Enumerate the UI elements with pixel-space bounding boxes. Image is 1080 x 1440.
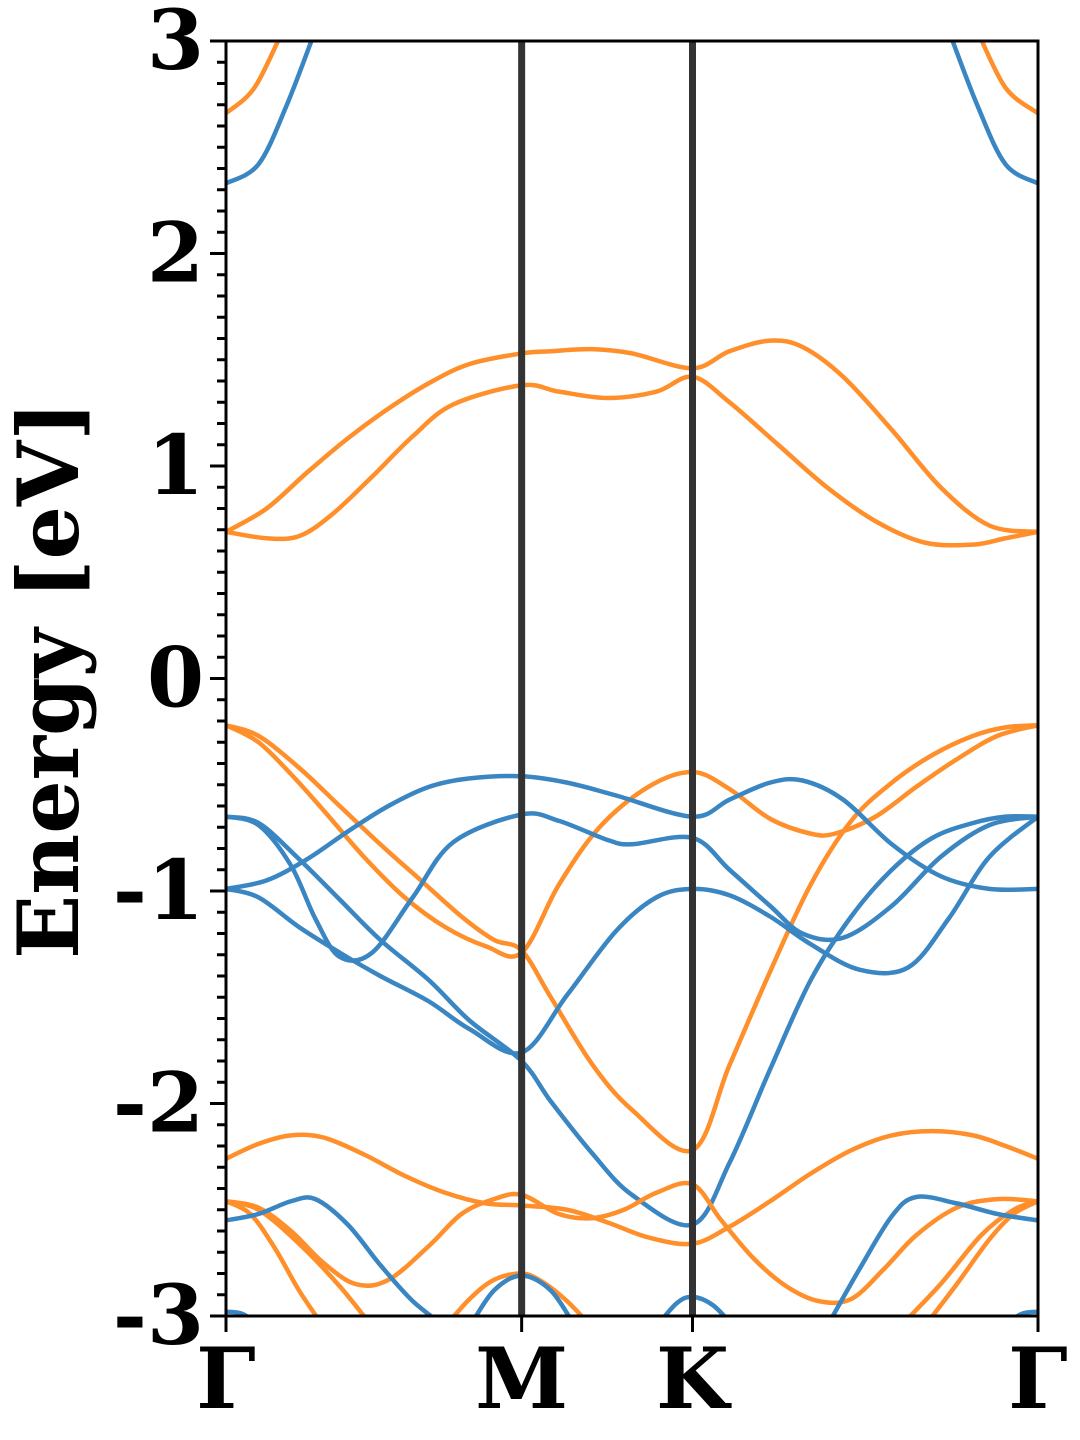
x-tick-label-2: K [656, 1329, 732, 1428]
y-axis-label: Energy [eV] [0, 401, 98, 959]
band-line-orange-15 [226, 1199, 367, 1316]
y-tick-label: 0 [147, 631, 204, 727]
band-line-blue-8 [226, 773, 1038, 893]
band-line-blue-11 [226, 813, 1038, 1228]
high-symmetry-lines [518, 41, 696, 1316]
band-line-orange-7 [226, 723, 1038, 959]
band-line-blue-10 [226, 814, 1038, 1056]
band-line-orange-12 [226, 1128, 1038, 1247]
band-line-orange-5 [226, 374, 1038, 548]
band-line-blue-3 [950, 41, 1038, 186]
y-tick-label: 3 [147, 0, 204, 89]
band-line-blue-20 [830, 1194, 1038, 1316]
y-tick-label: 1 [147, 418, 204, 514]
band-line-blue-9 [226, 811, 1038, 963]
band-line-blue-1 [226, 41, 314, 186]
band-lines [226, 41, 1038, 1316]
band-line-orange-2 [979, 41, 1038, 116]
plot-frame [224, 39, 1040, 1318]
x-tick-label-0: Γ [196, 1329, 256, 1428]
x-tick-label-3: Γ [1008, 1329, 1068, 1428]
y-tick-label: -3 [113, 1268, 204, 1364]
y-tick-label: -1 [113, 843, 204, 939]
y-tick-label: -2 [113, 1056, 204, 1152]
band-line-orange-17 [929, 1199, 1038, 1316]
band-line-orange-14 [226, 1199, 319, 1316]
y-axis-ticks: -3 -2 -1 0 1 2 3 [113, 0, 226, 1364]
band-line-orange-6 [226, 723, 1038, 1154]
band-line-orange-4 [226, 338, 1038, 535]
y-tick-label: 2 [147, 206, 204, 302]
band-line-orange-0 [226, 41, 281, 116]
band-line-orange-16 [907, 1199, 1038, 1316]
band-line-blue-21 [226, 1309, 251, 1316]
band-line-blue-19 [226, 1195, 435, 1316]
x-tick-label-1: M [475, 1329, 568, 1428]
band-line-orange-13 [226, 1180, 1038, 1306]
band-line-blue-22 [1013, 1309, 1038, 1316]
